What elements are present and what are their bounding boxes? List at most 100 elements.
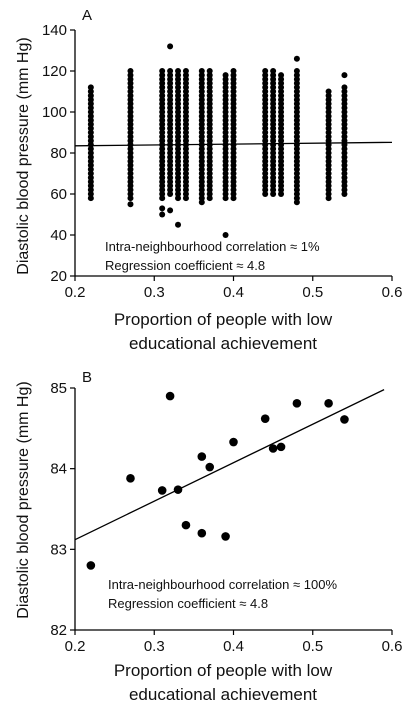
panel-a-data-point bbox=[167, 80, 174, 87]
panel-a-data-point bbox=[262, 137, 269, 144]
panel-a-data-point bbox=[159, 96, 166, 103]
panel-a-data-point bbox=[293, 125, 300, 132]
panel-a-data-point bbox=[127, 201, 134, 208]
panel-a-x-tick-label: 0.2 bbox=[65, 284, 86, 301]
panel-a-data-point bbox=[325, 125, 332, 132]
panel-a-data-point bbox=[87, 121, 94, 128]
panel-a-data-point bbox=[230, 72, 237, 79]
panel-a-data-point bbox=[270, 96, 277, 103]
panel-a-data-point bbox=[198, 191, 205, 197]
panel-b-data-point bbox=[260, 414, 270, 423]
panel-a-data-point bbox=[270, 150, 277, 156]
panel-a-data-point bbox=[262, 154, 269, 161]
panel-a-data-point bbox=[87, 100, 94, 107]
panel-a-data-point bbox=[182, 113, 189, 120]
panel-a-data-point bbox=[87, 117, 94, 124]
panel-a-data-point bbox=[325, 113, 332, 120]
panel-a-data-point bbox=[341, 92, 348, 99]
panel-a-data-point bbox=[127, 186, 134, 193]
panel-a-data-point bbox=[293, 76, 300, 83]
panel-a-data-point bbox=[87, 150, 94, 156]
panel-a-data-point bbox=[270, 84, 277, 91]
panel-a-data-point bbox=[167, 88, 174, 95]
panel-a-data-point bbox=[198, 154, 205, 161]
panel-a-data-point bbox=[222, 191, 229, 197]
panel-a-data-point bbox=[175, 150, 182, 156]
panel-a-data-point bbox=[127, 137, 134, 144]
panel-a-data-point bbox=[182, 80, 189, 87]
panel-a-data-point bbox=[159, 125, 166, 132]
panel-a-data-point bbox=[206, 137, 213, 144]
panel-a-data-point bbox=[230, 133, 237, 140]
panel-a-data-point bbox=[127, 109, 134, 115]
panel-a-data-point bbox=[230, 166, 237, 173]
panel-a-data-point bbox=[325, 92, 332, 99]
panel-a-data-point bbox=[230, 129, 237, 136]
panel-a-data-point bbox=[159, 166, 166, 173]
panel-a-data-point bbox=[262, 129, 269, 136]
panel-a-data-point bbox=[270, 158, 277, 165]
panel-a-data-point bbox=[167, 182, 174, 189]
panel-a-data-point bbox=[325, 186, 332, 193]
panel-a-data-point bbox=[182, 191, 189, 197]
panel-a-data-point bbox=[293, 92, 300, 99]
panel-a-data-point bbox=[182, 162, 189, 169]
panel-a-data-point bbox=[182, 68, 189, 74]
panel-a-data-point bbox=[87, 158, 94, 165]
panel-a-data-point bbox=[230, 170, 237, 177]
panel-a-data-point bbox=[230, 84, 237, 91]
panel-a-data-point bbox=[262, 182, 269, 189]
panel-a-data-point bbox=[159, 76, 166, 83]
panel-a-data-point bbox=[341, 84, 348, 91]
panel-b-regression-line bbox=[74, 389, 385, 541]
panel-b-y-axis-label: Diastolic blood pressure (mm Hg) bbox=[15, 381, 32, 618]
panel-a-data-point bbox=[325, 195, 332, 202]
panel-a-data-point bbox=[127, 125, 134, 132]
panel-a-data-point bbox=[325, 117, 332, 124]
panel-a-data-point bbox=[206, 154, 213, 161]
panel-a-data-point bbox=[293, 145, 300, 152]
panel-a-data-point bbox=[262, 133, 269, 140]
panel-a-data-point bbox=[341, 154, 348, 161]
panel-a-data-point bbox=[87, 92, 94, 99]
panel-a-data-point bbox=[341, 72, 348, 79]
panel-a-data-point bbox=[206, 133, 213, 140]
panel-a-data-point bbox=[198, 170, 205, 177]
panel-b-x-tick-label: 0.3 bbox=[144, 638, 165, 655]
panel-a-data-point bbox=[270, 182, 277, 189]
panel-a-data-point bbox=[167, 68, 174, 74]
panel-a-data-point bbox=[270, 178, 277, 185]
panel-b-data-point bbox=[340, 415, 349, 424]
panel-a-data-point bbox=[182, 137, 189, 144]
panel-a-data-point bbox=[222, 80, 229, 87]
panel-a-data-point bbox=[87, 137, 94, 144]
panel-a-data-point bbox=[262, 92, 269, 99]
panel-a-data-point bbox=[270, 68, 277, 74]
panel-a-data-point bbox=[230, 121, 237, 128]
panel-a-data-point bbox=[182, 158, 189, 165]
panel-b-x-tick-label: 0.6 bbox=[382, 638, 403, 655]
panel-a-data-point bbox=[198, 92, 205, 99]
panel-a-data-point bbox=[206, 88, 213, 95]
panel-a-data-point bbox=[206, 145, 213, 152]
panel-a-data-point bbox=[182, 174, 189, 181]
panel-a-data-point bbox=[270, 100, 277, 107]
panel-a-data-point bbox=[222, 121, 229, 128]
panel-a-data-point bbox=[159, 178, 166, 185]
panel-a-data-point bbox=[167, 207, 174, 214]
panel-a-data-point bbox=[230, 125, 237, 132]
panel-a-data-point bbox=[293, 117, 300, 124]
panel-a-data-point bbox=[175, 195, 182, 202]
panel-a-data-point bbox=[262, 109, 269, 115]
panel-a-data-point bbox=[87, 133, 94, 140]
panel-a-data-point bbox=[175, 170, 182, 177]
panel-a-data-point bbox=[127, 191, 134, 197]
panel-a-data-point bbox=[341, 133, 348, 140]
panel-a-data-point bbox=[167, 178, 174, 185]
panel-a-data-point bbox=[167, 125, 174, 132]
panel-a-data-point bbox=[293, 80, 300, 87]
panel-a-data-point bbox=[175, 84, 182, 91]
panel-a-data-point bbox=[278, 129, 285, 136]
panel-a-data-point bbox=[206, 96, 213, 103]
